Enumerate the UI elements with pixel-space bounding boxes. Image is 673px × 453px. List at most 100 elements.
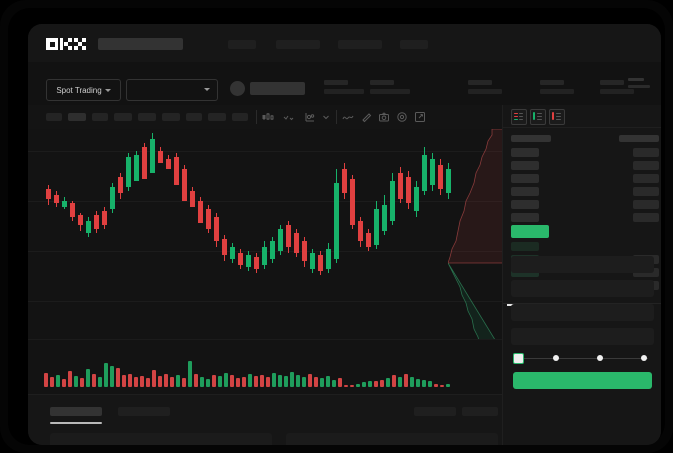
candlestick-chart-icon[interactable] (262, 111, 274, 123)
orderbook-ask-row[interactable] (511, 161, 539, 170)
fullscreen-icon[interactable] (414, 111, 426, 123)
chart-type-chevron-icon[interactable] (282, 111, 294, 123)
orderbook-ask-row[interactable] (511, 187, 539, 196)
interval-button-9[interactable] (232, 113, 248, 121)
orderbook-view-both-icon[interactable] (511, 109, 527, 125)
pair-coin-avatar (230, 81, 245, 96)
nav-item-3[interactable] (338, 40, 382, 49)
slider-step-dot[interactable] (553, 354, 559, 361)
nav-item-4[interactable] (400, 40, 428, 49)
volume-bar (62, 379, 66, 387)
okx-logo[interactable] (46, 38, 88, 50)
volume-bar (290, 372, 294, 387)
volume-bar (446, 384, 450, 387)
overflow-menu-button[interactable] (628, 78, 650, 88)
place-order-button[interactable] (513, 372, 652, 389)
volume-bar (188, 361, 192, 387)
device-bezel: Spot Trading (8, 8, 665, 445)
interval-button-8[interactable] (208, 113, 226, 121)
order-field-extra[interactable] (511, 328, 654, 345)
volume-bar (248, 374, 252, 387)
amount-slider[interactable] (513, 353, 652, 364)
volume-bar (128, 374, 132, 387)
price-chart[interactable] (28, 129, 502, 339)
volume-bar (158, 376, 162, 387)
slider-step-dot[interactable] (641, 354, 647, 361)
volume-bar (68, 371, 72, 387)
volume-bar (398, 377, 402, 387)
spot-trading-label: Spot Trading (56, 85, 102, 95)
slider-handle[interactable] (513, 353, 524, 364)
search-input[interactable] (98, 38, 183, 50)
volume-bar (278, 375, 282, 387)
volume-bar (134, 377, 138, 387)
volume-bar (434, 384, 438, 387)
volume-chart (28, 339, 502, 395)
order-field-amount[interactable] (511, 280, 654, 297)
chevron-down-icon (204, 88, 210, 91)
camera-snapshot-icon[interactable] (378, 111, 390, 123)
slider-step-dot[interactable] (597, 354, 603, 361)
orderbook-ask-row[interactable] (511, 200, 539, 209)
trading-pair-select[interactable] (126, 79, 218, 101)
compare-chevron-icon[interactable] (320, 111, 332, 123)
stat-last-price (324, 80, 364, 94)
chart-settings-icon[interactable] (396, 111, 408, 123)
order-field-total[interactable] (511, 304, 654, 321)
volume-bar (356, 384, 360, 387)
bottom-panel-left (50, 433, 272, 445)
nav-item-2[interactable] (276, 40, 320, 49)
interval-button-2[interactable] (68, 113, 86, 121)
app-screen: Spot Trading (28, 24, 661, 445)
top-navigation-bar (28, 24, 661, 62)
orderbook-view-bids-icon[interactable] (530, 109, 546, 125)
stat-24h-change (370, 80, 410, 94)
interval-button-4[interactable] (114, 113, 132, 121)
volume-bar (266, 377, 270, 387)
volume-bar (194, 374, 198, 387)
spot-trading-selector[interactable]: Spot Trading (46, 79, 121, 101)
orderbook-ask-row[interactable] (511, 174, 539, 183)
orderbook-ask-row[interactable] (511, 213, 539, 222)
logo-letter-k (60, 38, 72, 50)
volume-bar (284, 376, 288, 387)
stat-24h-volume (600, 80, 634, 94)
volume-bar (122, 375, 126, 387)
interval-button-6[interactable] (162, 113, 180, 121)
bottom-action-2[interactable] (462, 407, 498, 416)
bottom-action-1[interactable] (414, 407, 456, 416)
interval-button-7[interactable] (186, 113, 202, 121)
orderbook-ask-amount (633, 187, 659, 196)
orderbook-ask-amount (633, 174, 659, 183)
interval-button-1[interactable] (46, 113, 62, 121)
orderbook-bid-row[interactable] (511, 242, 539, 251)
logo-letter-x (74, 38, 86, 50)
volume-bar (440, 385, 444, 387)
bottom-tab-open-orders[interactable] (50, 407, 102, 416)
volume-bar (92, 374, 96, 387)
interval-button-5[interactable] (138, 113, 156, 121)
order-field-price[interactable] (511, 256, 654, 273)
volume-bar (422, 380, 426, 387)
drawing-tools-icon[interactable] (360, 111, 372, 123)
volume-bar (152, 370, 156, 387)
orderbook-col-header-price (511, 135, 551, 142)
logo-letter-o (46, 38, 58, 50)
bottom-tab-order-history[interactable] (118, 407, 170, 416)
interval-button-3[interactable] (92, 113, 108, 121)
volume-bar (44, 373, 48, 387)
order-book-panel: Buy Sell (502, 105, 661, 445)
nav-item-1[interactable] (228, 40, 256, 49)
orderbook-ask-amount (633, 213, 659, 222)
orders-panel (28, 394, 502, 445)
volume-bar (236, 378, 240, 387)
volume-bar (410, 377, 414, 387)
orderbook-view-asks-icon[interactable] (549, 109, 565, 125)
order-book-header (503, 105, 661, 128)
volume-bar (326, 376, 330, 387)
orderbook-ask-row[interactable] (511, 148, 539, 157)
chart-gridline (28, 201, 502, 202)
orderbook-col-header-amount (619, 135, 659, 142)
line-chart-icon[interactable] (342, 111, 354, 123)
indicators-icon[interactable] (304, 111, 316, 123)
